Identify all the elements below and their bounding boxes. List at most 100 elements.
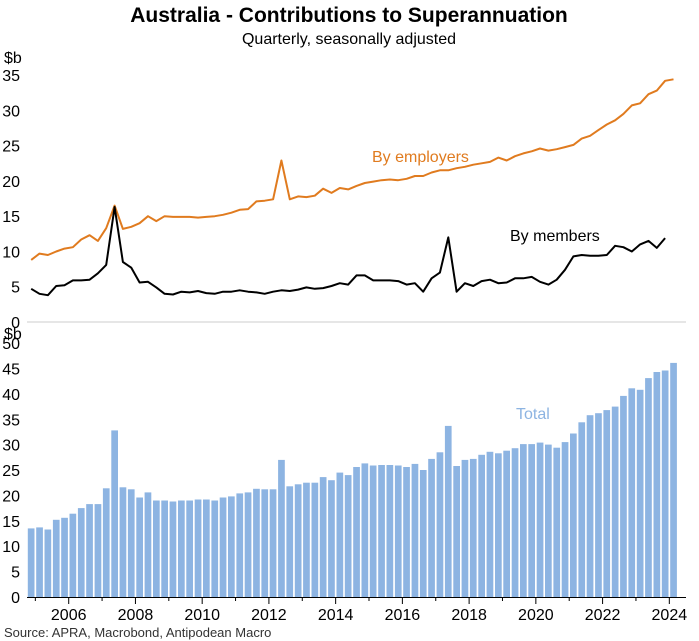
top-y-unit: $b <box>4 50 22 67</box>
bar-total <box>561 442 569 597</box>
bar-total <box>52 519 60 597</box>
bar-total <box>203 499 210 597</box>
bar-total <box>403 467 410 597</box>
bottom-y-tick-label: 0 <box>11 590 20 607</box>
bar-total <box>553 447 561 597</box>
bar-total <box>111 430 118 597</box>
bar-total <box>419 470 427 597</box>
bar-total <box>344 475 352 597</box>
top-y-tick-label: 15 <box>2 209 20 226</box>
bar-total <box>386 465 394 597</box>
bar-total <box>153 500 160 597</box>
chart-subtitle: Quarterly, seasonally adjusted <box>242 31 456 48</box>
bar-total <box>294 484 302 597</box>
bottom-y-tick-label: 30 <box>2 438 20 455</box>
bar-total <box>86 504 93 597</box>
x-axis: 2006 2008 2010 2012 2014 2016 2018 2020 2022 2024 <box>27 597 687 624</box>
bar-total <box>428 458 435 597</box>
series-label-by-employers: By employers <box>372 149 469 166</box>
top-series <box>30 78 674 297</box>
bar-total <box>319 477 327 597</box>
x-tick-label: 2016 <box>385 607 421 624</box>
bar-total <box>444 425 452 597</box>
bottom-y-tick-label: 50 <box>2 336 20 353</box>
bottom-y-tick-label: 15 <box>2 514 20 531</box>
bar-total <box>286 486 294 597</box>
bar-total <box>486 451 494 597</box>
bar-total <box>178 500 185 597</box>
bar-total <box>620 395 627 597</box>
bar-total <box>278 459 285 597</box>
x-tick-label: 2014 <box>318 607 354 624</box>
bar-total <box>536 442 544 597</box>
top-y-tick-label: 30 <box>2 103 20 120</box>
bar-total <box>328 480 335 597</box>
bar-total <box>102 488 110 597</box>
bar-total <box>661 370 669 597</box>
x-tick-label: 2018 <box>451 607 487 624</box>
bar-total <box>495 453 502 597</box>
x-tick-label: 2020 <box>518 607 554 624</box>
bar-total <box>228 496 235 597</box>
x-tick-label: 2010 <box>184 607 220 624</box>
bar-total <box>361 463 369 597</box>
bar-total <box>169 501 177 597</box>
top-y-tick-label: 20 <box>2 174 20 191</box>
bar-total <box>545 444 552 597</box>
bar-total <box>378 465 385 597</box>
bar-total <box>453 466 460 597</box>
bar-total <box>36 527 43 597</box>
bar-total <box>127 489 135 597</box>
bar-total <box>311 482 319 597</box>
series-line-by-employers <box>30 78 674 261</box>
bar-total <box>261 489 269 597</box>
bar-total <box>27 528 35 597</box>
bar-total <box>61 517 68 597</box>
bar-total <box>570 433 577 597</box>
bar-total <box>186 500 193 597</box>
bar-total <box>469 458 477 597</box>
bar-total <box>628 388 636 597</box>
bar-total <box>603 410 611 597</box>
bar-total <box>136 497 143 597</box>
bar-total <box>511 448 519 597</box>
bar-total <box>411 463 419 597</box>
bar-total <box>244 492 252 597</box>
bar-total <box>119 487 127 597</box>
bar-total <box>94 504 102 597</box>
x-tick-label: 2008 <box>118 607 154 624</box>
chart-title: Australia - Contributions to Superannuat… <box>130 4 568 27</box>
series-label-by-members: By members <box>510 228 600 245</box>
bar-total <box>144 492 152 597</box>
bar-total <box>478 454 485 597</box>
bar-total <box>461 459 469 597</box>
top-panel: $b 0 5 10 15 20 25 30 35 By employers By member… <box>2 50 686 332</box>
bottom-y-tick-label: 20 <box>2 488 20 505</box>
bar-total <box>353 467 360 597</box>
bar-total <box>578 422 586 597</box>
bar-total <box>670 362 677 597</box>
bar-total <box>503 450 510 597</box>
bar-total <box>653 372 661 597</box>
chart-source: Source: APRA, Macrobond, Antipodean Macr… <box>4 625 271 640</box>
bar-total <box>611 406 619 597</box>
top-y-tick-label: 35 <box>2 68 20 85</box>
bottom-y-tick-label: 35 <box>2 412 20 429</box>
bar-total <box>77 508 85 597</box>
x-tick-label: 2022 <box>585 607 621 624</box>
x-tick-label: 2024 <box>652 607 688 624</box>
bar-total <box>645 378 652 597</box>
x-tick-label: 2006 <box>51 607 87 624</box>
bar-total <box>394 465 402 597</box>
bar-total <box>369 465 377 597</box>
top-y-tick-label: 10 <box>2 244 20 261</box>
bottom-y-tick-label: 10 <box>2 539 20 556</box>
bar-total <box>586 415 594 597</box>
bottom-y-unit: $b <box>4 326 22 343</box>
bottom-y-tick-label: 40 <box>2 387 20 404</box>
top-y-tick-label: 0 <box>11 315 20 332</box>
x-tick-label: 2012 <box>251 607 287 624</box>
bar-total <box>303 482 310 597</box>
bar-total <box>636 389 644 597</box>
